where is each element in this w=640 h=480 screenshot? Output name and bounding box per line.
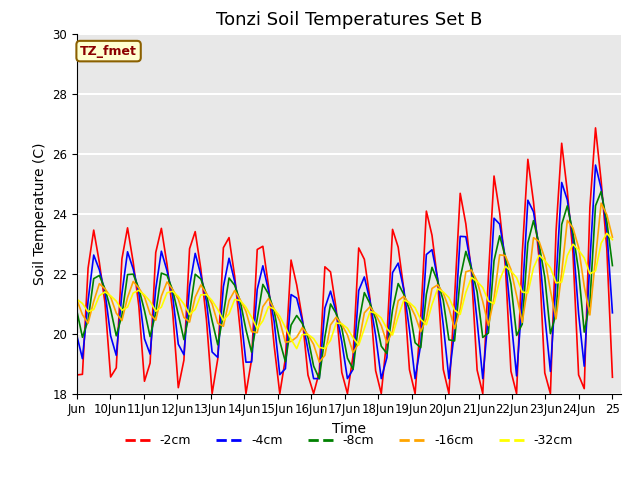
Text: TZ_fmet: TZ_fmet	[80, 45, 137, 58]
X-axis label: Time: Time	[332, 422, 366, 436]
Legend: -2cm, -4cm, -8cm, -16cm, -32cm: -2cm, -4cm, -8cm, -16cm, -32cm	[120, 429, 578, 452]
Y-axis label: Soil Temperature (C): Soil Temperature (C)	[33, 143, 47, 285]
Title: Tonzi Soil Temperatures Set B: Tonzi Soil Temperatures Set B	[216, 11, 482, 29]
